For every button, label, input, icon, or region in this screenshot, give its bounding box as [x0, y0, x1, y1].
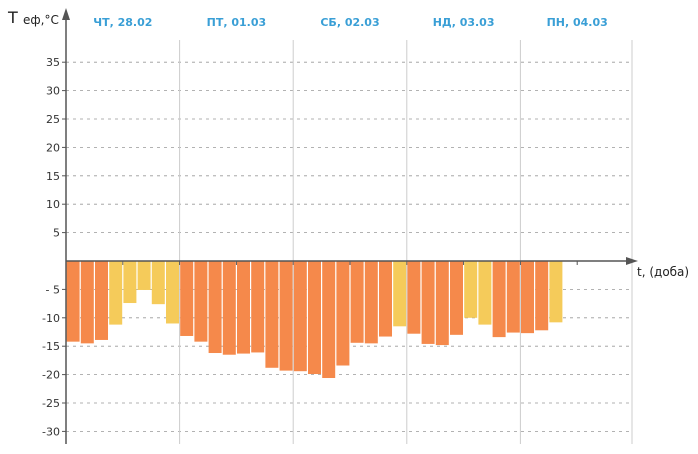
bar — [265, 261, 279, 368]
bar — [279, 261, 293, 371]
bar — [535, 261, 549, 331]
y-tick-labels: 35 30 25 20 15 10 5 - 5 -10 -15 -20 -25 -30 — [42, 56, 60, 438]
bars — [66, 261, 563, 379]
bar — [336, 261, 350, 366]
bar — [450, 261, 463, 335]
bar — [492, 261, 506, 338]
day-label: ПТ, 01.03 — [207, 16, 267, 29]
bar — [251, 261, 265, 353]
bar — [464, 261, 478, 318]
bar — [109, 261, 123, 325]
bar — [521, 261, 534, 334]
bar — [506, 261, 520, 333]
y-tick-label: 20 — [46, 141, 60, 154]
bar — [293, 261, 307, 372]
bar — [151, 261, 165, 305]
bar — [549, 261, 563, 323]
bar — [478, 261, 492, 325]
x-axis-arrow-icon — [626, 257, 638, 265]
y-tick-label: 15 — [46, 170, 60, 183]
bar — [435, 261, 449, 346]
y-axis-title-sub: еф,°C — [23, 13, 59, 27]
y-tick-label: 35 — [46, 56, 60, 69]
y-tick-label: -15 — [42, 340, 60, 353]
y-tick-label: 10 — [46, 198, 60, 211]
bar — [66, 261, 80, 342]
bar — [364, 261, 378, 344]
y-tick-label: 30 — [46, 85, 60, 98]
y-tick-label: -10 — [42, 312, 60, 325]
grid-lines — [62, 61, 632, 432]
day-label: НД, 03.03 — [433, 16, 495, 29]
bar — [308, 261, 321, 375]
bar — [350, 261, 364, 343]
bar — [421, 261, 435, 344]
bar — [95, 261, 108, 340]
day-label: ПН, 04.03 — [547, 16, 608, 29]
bar — [322, 261, 336, 379]
y-axis-arrow-icon — [62, 8, 70, 20]
day-separators — [65, 40, 633, 444]
y-tick-label: - 5 — [46, 283, 60, 296]
y-axis-title: T — [7, 8, 18, 27]
bar — [166, 261, 179, 324]
bar — [80, 261, 94, 344]
y-tick-label: -20 — [42, 369, 60, 382]
bar — [407, 261, 421, 334]
x-axis-title: t, (доба) — [637, 265, 689, 279]
bar — [222, 261, 236, 355]
bar — [393, 261, 407, 327]
y-tick-label: 5 — [53, 227, 60, 240]
day-label: СБ, 02.03 — [320, 16, 379, 29]
axes — [62, 8, 638, 444]
y-tick-label: 25 — [46, 113, 60, 126]
day-label: ЧТ, 28.02 — [93, 16, 152, 29]
day-labels: ЧТ, 28.02 ПТ, 01.03 СБ, 02.03 НД, 03.03 ПН, … — [93, 16, 608, 29]
y-tick-label: -25 — [42, 397, 60, 410]
bar — [208, 261, 222, 354]
y-tick-label: -30 — [42, 425, 60, 438]
bar — [194, 261, 208, 342]
bar — [379, 261, 392, 337]
bar — [237, 261, 250, 354]
bar — [137, 261, 151, 290]
bar — [123, 261, 137, 304]
bar — [180, 261, 194, 336]
